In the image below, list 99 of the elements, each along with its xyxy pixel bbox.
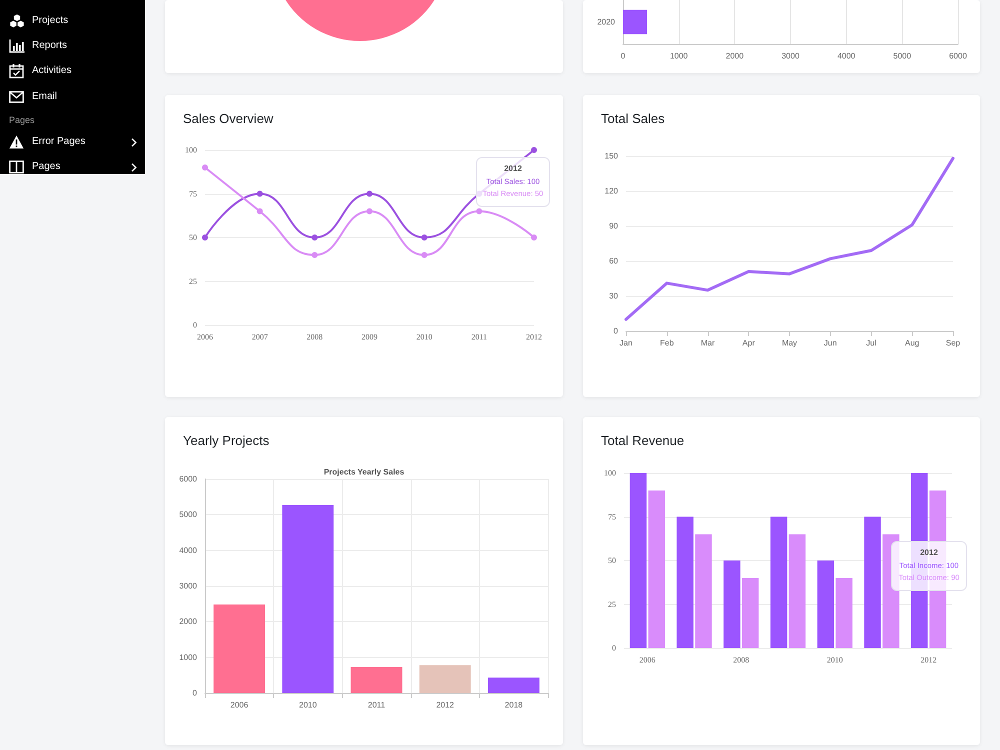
y-tick-label: 50 <box>608 556 616 565</box>
bar <box>419 665 471 693</box>
point <box>476 208 482 214</box>
point <box>312 234 318 240</box>
y-tick-label: 75 <box>189 189 197 198</box>
x-tick-label: 2012 <box>526 332 542 342</box>
bar <box>630 473 647 648</box>
x-tick-label: Feb <box>660 338 674 348</box>
y-tick-label: 30 <box>609 292 619 300</box>
x-tick-label: 2011 <box>471 332 488 342</box>
text: Pages <box>9 114 35 127</box>
bar <box>648 490 665 648</box>
point <box>531 147 537 153</box>
point <box>202 164 208 170</box>
chart-title: Total Revenue <box>601 433 684 448</box>
x-tick-label: 2018 <box>504 700 524 710</box>
x-tick-label: Jun <box>824 338 837 348</box>
x-tick-label: Mar <box>700 338 715 348</box>
text: Activities <box>32 64 72 78</box>
x-tick-label: 2007 <box>252 332 268 342</box>
x-tick-label: 2006 <box>230 700 249 710</box>
bar <box>488 678 540 693</box>
x-tick-label: 2012 <box>436 700 455 710</box>
chart-title: Yearly Projects <box>183 433 270 448</box>
bar <box>788 534 806 648</box>
x-tick-label: 1000 <box>670 52 688 60</box>
y-tick-label: 0 <box>612 644 616 652</box>
x-tick-label: 0 <box>620 52 626 60</box>
x-tick-label: 2006 <box>639 656 656 664</box>
x-tick-label: 2008 <box>306 332 323 342</box>
y-tick-label: 0 <box>192 688 198 698</box>
x-tick-label: 2011 <box>368 700 386 710</box>
x-tick-label: 5000 <box>893 52 912 60</box>
y-tick-label: 120 <box>604 186 619 196</box>
y-tick-label: 0 <box>614 326 619 336</box>
annotation: 2012 <box>919 547 939 559</box>
bar <box>724 560 740 648</box>
point <box>421 252 428 258</box>
y-tick-label: 2000 <box>179 617 198 626</box>
y-tick-label: 75 <box>608 512 616 522</box>
bar <box>676 516 694 648</box>
x-tick-label: Aug <box>905 338 920 348</box>
text: Error Pages <box>32 135 86 149</box>
x-tick-label: 2012 <box>920 656 937 664</box>
x-tick-label: 2010 <box>299 700 318 710</box>
y-tick-label: 150 <box>604 152 619 160</box>
x-tick-label: 3000 <box>782 52 800 60</box>
y-tick-label: 5000 <box>179 510 198 520</box>
x-tick-label: Jan <box>620 338 632 348</box>
y-tick-label: 3000 <box>179 582 198 590</box>
point <box>531 234 537 240</box>
point <box>421 234 428 240</box>
y-tick-label: 4000 <box>179 546 198 555</box>
bar <box>836 578 852 648</box>
point <box>256 208 263 214</box>
x-tick-label: 6000 <box>949 52 968 60</box>
x-tick-label: Apr <box>742 338 756 348</box>
point <box>366 208 372 214</box>
chart-subtitle: Projects Yearly Sales <box>324 468 405 476</box>
point <box>202 234 208 240</box>
y-tick-label: 50 <box>189 233 197 242</box>
x-tick-label: 4000 <box>837 52 856 60</box>
bar <box>695 534 712 648</box>
x-tick-label: Jul <box>866 338 877 348</box>
y-tick-label: 60 <box>609 256 619 266</box>
text: Email <box>32 90 58 104</box>
annotation: 2012 <box>503 163 523 175</box>
bar <box>350 666 402 693</box>
y-tick-label: 0 <box>193 320 197 330</box>
line-series <box>624 156 954 321</box>
text: Projects <box>32 14 68 28</box>
bar <box>864 516 881 648</box>
x-tick-label: 2010 <box>826 656 843 664</box>
y-tick-label: 25 <box>608 600 616 609</box>
y-tick-label: 25 <box>189 276 197 286</box>
y-tick-label: 100 <box>604 468 616 478</box>
x-tick-label: 2010 <box>416 332 432 342</box>
y-tick-label: 100 <box>185 146 197 154</box>
x-tick-label: May <box>782 338 798 348</box>
bar <box>742 578 759 648</box>
bar <box>214 604 266 693</box>
y-tick-label: 2020 <box>597 18 616 26</box>
text: Reports <box>32 39 68 53</box>
x-tick-label: 2008 <box>733 656 750 664</box>
point <box>256 190 263 197</box>
point <box>312 252 318 258</box>
bar <box>770 516 788 648</box>
text: Pages <box>32 160 60 174</box>
x-tick-label: Sep <box>946 338 961 348</box>
bar <box>282 505 334 693</box>
point <box>366 190 372 197</box>
chart-title: Sales Overview <box>183 111 274 126</box>
bar <box>817 560 834 648</box>
y-tick-label: 90 <box>609 222 619 230</box>
chart-title: Total Sales <box>601 111 666 126</box>
x-tick-label: 2006 <box>197 332 213 342</box>
y-tick-label: 6000 <box>179 474 198 484</box>
x-tick-label: 2000 <box>726 52 744 60</box>
x-tick-label: 2009 <box>362 332 378 342</box>
